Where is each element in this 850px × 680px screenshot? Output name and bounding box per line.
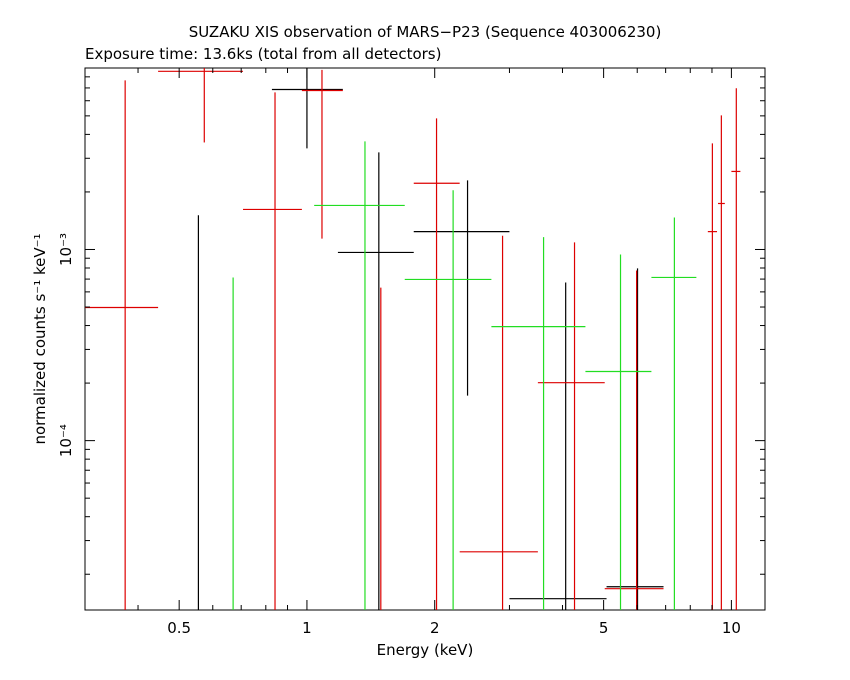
y-axis-label: normalized counts s⁻¹ keV⁻¹ bbox=[31, 233, 49, 444]
chart-subtitle: Exposure time: 13.6ks (total from all de… bbox=[85, 45, 441, 63]
y-tick-label: 10⁻³ bbox=[57, 233, 75, 266]
x-tick-label: 10 bbox=[722, 619, 741, 637]
x-tick-label: 0.5 bbox=[167, 619, 191, 637]
x-tick-label: 2 bbox=[430, 619, 440, 637]
x-tick-label: 5 bbox=[599, 619, 609, 637]
x-axis-label: Energy (keV) bbox=[377, 641, 474, 659]
plot-frame bbox=[84, 67, 766, 611]
chart-title: SUZAKU XIS observation of MARS−P23 (Sequ… bbox=[189, 23, 662, 41]
data-layer bbox=[85, 68, 741, 610]
x-tick-label: 1 bbox=[302, 619, 312, 637]
y-tick-label: 10⁻⁴ bbox=[57, 424, 75, 457]
